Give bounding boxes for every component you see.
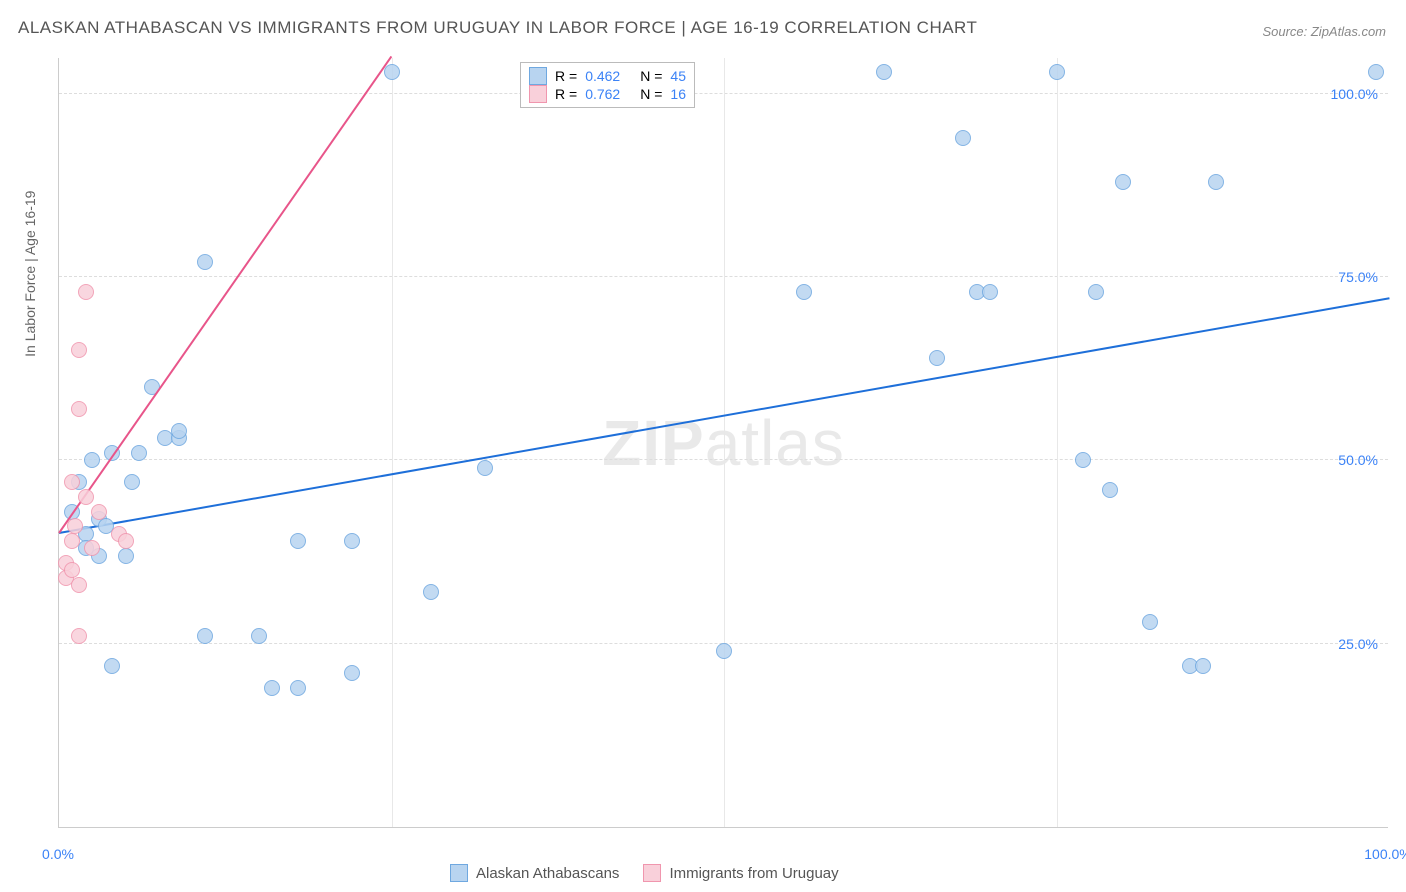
data-point xyxy=(982,284,998,300)
data-point xyxy=(1115,174,1131,190)
data-point xyxy=(290,533,306,549)
chart-container: ALASKAN ATHABASCAN VS IMMIGRANTS FROM UR… xyxy=(0,0,1406,892)
data-point xyxy=(171,423,187,439)
data-point xyxy=(118,533,134,549)
data-point xyxy=(64,533,80,549)
r-label: R = xyxy=(555,86,577,102)
data-point xyxy=(1088,284,1104,300)
trend-line xyxy=(58,55,392,533)
data-point xyxy=(264,680,280,696)
data-point xyxy=(1049,64,1065,80)
data-point xyxy=(1075,452,1091,468)
data-point xyxy=(290,680,306,696)
gridline-v xyxy=(724,58,725,827)
swatch-series-1 xyxy=(529,67,547,85)
legend-row-series-2: R = 0.762 N = 16 xyxy=(529,85,686,103)
swatch-series-2-icon xyxy=(643,864,661,882)
data-point xyxy=(929,350,945,366)
data-point xyxy=(796,284,812,300)
swatch-series-2 xyxy=(529,85,547,103)
series-legend: Alaskan Athabascans Immigrants from Urug… xyxy=(450,864,839,882)
x-tick-label: 0.0% xyxy=(42,846,74,862)
gridline-v xyxy=(392,58,393,827)
data-point xyxy=(344,665,360,681)
plot-area: ZIPatlas 25.0% 50.0% 75.0% 100.0% xyxy=(58,58,1388,828)
data-point xyxy=(71,401,87,417)
data-point xyxy=(78,489,94,505)
data-point xyxy=(955,130,971,146)
data-point xyxy=(84,452,100,468)
n-value-2: 16 xyxy=(670,86,686,102)
data-point xyxy=(124,474,140,490)
source-attribution: Source: ZipAtlas.com xyxy=(1262,24,1386,39)
data-point xyxy=(477,460,493,476)
r-value-1: 0.462 xyxy=(585,68,620,84)
legend-item-1: Alaskan Athabascans xyxy=(450,864,619,882)
data-point xyxy=(1368,64,1384,80)
correlation-legend: R = 0.462 N = 45 R = 0.762 N = 16 xyxy=(520,62,695,108)
data-point xyxy=(1102,482,1118,498)
y-tick-label: 100.0% xyxy=(1331,86,1378,102)
data-point xyxy=(118,548,134,564)
y-tick-label: 75.0% xyxy=(1338,269,1378,285)
data-point xyxy=(1195,658,1211,674)
n-label: N = xyxy=(640,86,662,102)
data-point xyxy=(67,518,83,534)
data-point xyxy=(64,474,80,490)
data-point xyxy=(71,342,87,358)
data-point xyxy=(71,628,87,644)
y-tick-label: 50.0% xyxy=(1338,452,1378,468)
gridline-v xyxy=(1057,58,1058,827)
data-point xyxy=(251,628,267,644)
n-label: N = xyxy=(640,68,662,84)
data-point xyxy=(91,504,107,520)
data-point xyxy=(1208,174,1224,190)
chart-title: ALASKAN ATHABASCAN VS IMMIGRANTS FROM UR… xyxy=(18,18,977,38)
legend-row-series-1: R = 0.462 N = 45 xyxy=(529,67,686,85)
data-point xyxy=(197,254,213,270)
data-point xyxy=(84,540,100,556)
y-tick-label: 25.0% xyxy=(1338,636,1378,652)
x-tick-label: 100.0% xyxy=(1364,846,1406,862)
watermark-atlas: atlas xyxy=(705,407,845,479)
series-2-name: Immigrants from Uruguay xyxy=(669,865,838,882)
r-label: R = xyxy=(555,68,577,84)
data-point xyxy=(344,533,360,549)
data-point xyxy=(78,284,94,300)
y-axis-label: In Labor Force | Age 16-19 xyxy=(22,191,38,357)
data-point xyxy=(876,64,892,80)
data-point xyxy=(104,658,120,674)
data-point xyxy=(423,584,439,600)
data-point xyxy=(1142,614,1158,630)
n-value-1: 45 xyxy=(670,68,686,84)
data-point xyxy=(64,562,80,578)
data-point xyxy=(131,445,147,461)
swatch-series-1-icon xyxy=(450,864,468,882)
series-1-name: Alaskan Athabascans xyxy=(476,865,619,882)
data-point xyxy=(197,628,213,644)
data-point xyxy=(716,643,732,659)
watermark-zip: ZIP xyxy=(602,407,705,479)
r-value-2: 0.762 xyxy=(585,86,620,102)
legend-item-2: Immigrants from Uruguay xyxy=(643,864,838,882)
data-point xyxy=(71,577,87,593)
